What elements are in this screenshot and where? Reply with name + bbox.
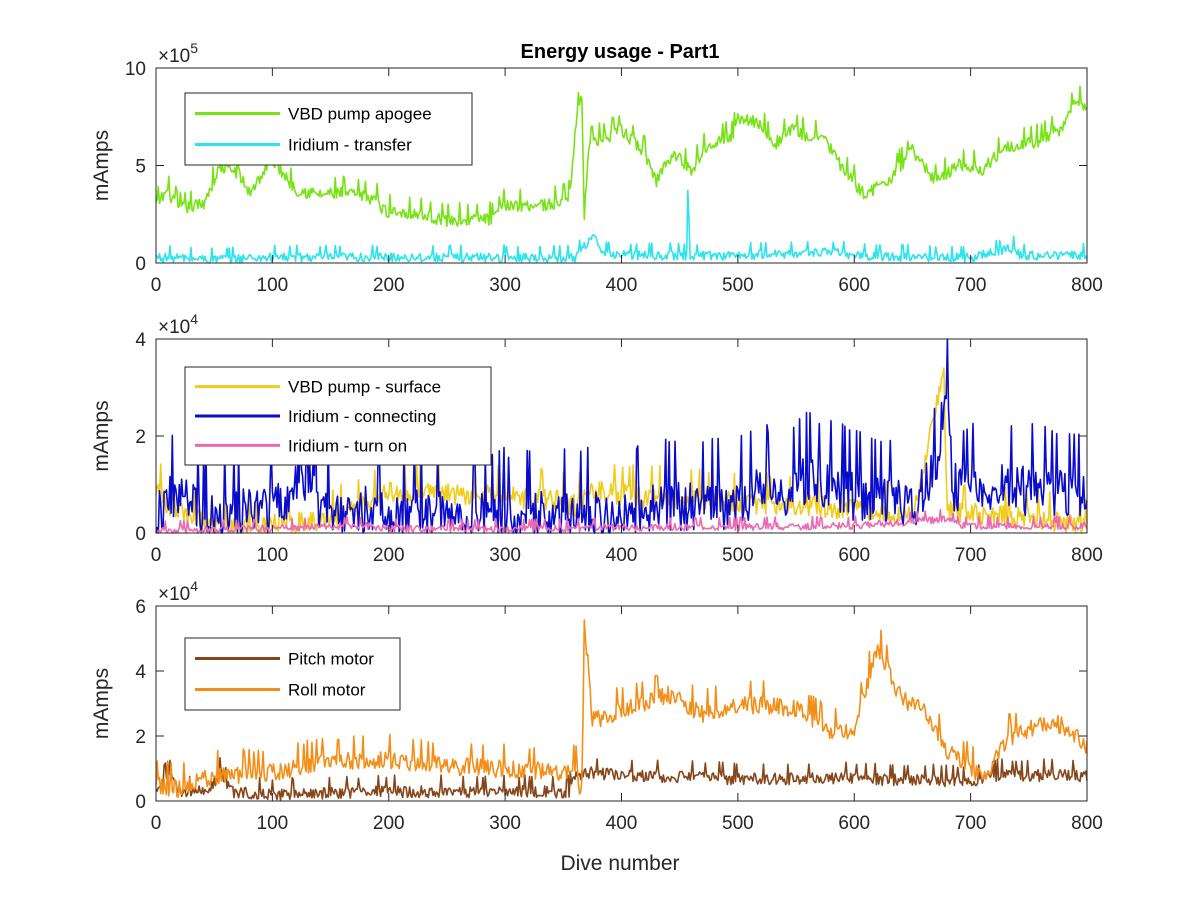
x-tick-label: 400 xyxy=(606,813,638,834)
legend: VBD pump - surface Iridium - connecting Ir… xyxy=(184,366,492,466)
x-tick-label: 600 xyxy=(838,813,870,834)
y-axis-label: mAmps xyxy=(90,130,113,201)
chart-panels: 0 100 200 300 400 500 600 700 8000510×105mAmpsVB… xyxy=(90,40,1103,834)
x-tick-label: 300 xyxy=(489,545,521,566)
y-tick-label: 2 xyxy=(135,427,146,448)
figure-title: Energy usage - Part1 xyxy=(521,41,720,63)
legend-entry-label: VBD pump - surface xyxy=(288,378,441,397)
x-tick-label: 200 xyxy=(373,275,405,296)
legend-entry-label: Pitch motor xyxy=(288,650,374,669)
y-exponent-power: 4 xyxy=(190,578,198,594)
x-tick-label: 200 xyxy=(373,813,405,834)
y-tick-label: 0 xyxy=(135,524,146,545)
y-tick-label: 0 xyxy=(135,254,146,275)
series-line-pitch-motor xyxy=(155,756,1088,802)
y-axis-label: mAmps xyxy=(90,400,113,471)
x-tick-label: 0 xyxy=(151,545,162,566)
legend-entry-label: Iridium - turn on xyxy=(288,436,407,455)
x-tick-label: 300 xyxy=(489,275,521,296)
x-tick-label: 0 xyxy=(151,275,162,296)
x-tick-label: 500 xyxy=(722,545,754,566)
series-line-roll-motor xyxy=(155,619,1088,799)
chart-panel-1: 0 100 200 300 400 500 600 700 8000510×105mAmpsVB… xyxy=(90,40,1103,296)
x-tick-label: 100 xyxy=(257,545,289,566)
x-tick-label: 700 xyxy=(955,813,987,834)
y-tick-label: 6 xyxy=(135,597,146,618)
series-line-iridium-connecting xyxy=(155,338,1088,534)
x-tick-label: 500 xyxy=(722,275,754,296)
legend-entry-label: Iridium - transfer xyxy=(288,136,412,155)
x-tick-label: 600 xyxy=(838,275,870,296)
x-tick-label: 700 xyxy=(955,545,987,566)
legend-entry-label: Roll motor xyxy=(288,681,366,700)
y-tick-label: 10 xyxy=(125,59,146,80)
legend: Pitch motor Roll motor xyxy=(184,637,401,711)
legend-entry-label: VBD pump apogee xyxy=(288,105,432,124)
x-tick-label: 800 xyxy=(1071,813,1103,834)
x-tick-label: 300 xyxy=(489,813,521,834)
x-tick-label: 400 xyxy=(606,275,638,296)
x-tick-label: 100 xyxy=(257,275,289,296)
y-tick-label: 5 xyxy=(135,157,146,178)
y-exponent-power: 4 xyxy=(190,311,198,327)
legend-box xyxy=(184,92,473,166)
y-exponent-power: 5 xyxy=(190,40,198,56)
x-tick-label: 700 xyxy=(955,275,987,296)
x-tick-label: 600 xyxy=(838,545,870,566)
series-line-vbd-pump-surface xyxy=(155,367,1088,534)
legend: VBD pump apogee Iridium - transfer xyxy=(184,92,473,166)
legend-box xyxy=(184,637,401,711)
chart-panel-2: 0 100 200 300 400 500 600 700 800024×104mAmpsVBD… xyxy=(90,311,1103,566)
series-line-vbd-pump-apogee xyxy=(155,85,1088,228)
chart-panel-3: 0 100 200 300 400 500 600 700 8000246×104mAmpsPi… xyxy=(90,578,1103,834)
x-tick-label: 800 xyxy=(1071,275,1103,296)
x-tick-label: 100 xyxy=(257,813,289,834)
y-tick-label: 0 xyxy=(135,792,146,813)
y-tick-label: 4 xyxy=(135,330,146,351)
x-tick-label: 400 xyxy=(606,545,638,566)
y-tick-label: 4 xyxy=(135,662,146,683)
series-group xyxy=(155,619,1088,802)
y-tick-label: 2 xyxy=(135,727,146,748)
x-tick-label: 0 xyxy=(151,813,162,834)
x-axis-label: Dive number xyxy=(560,852,679,875)
legend-entry-label: Iridium - connecting xyxy=(288,407,436,426)
y-axis-label: mAmps xyxy=(90,668,113,739)
x-tick-label: 800 xyxy=(1071,545,1103,566)
x-tick-label: 200 xyxy=(373,545,405,566)
x-tick-label: 500 xyxy=(722,813,754,834)
